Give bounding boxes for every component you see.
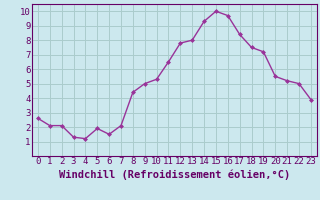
X-axis label: Windchill (Refroidissement éolien,°C): Windchill (Refroidissement éolien,°C)	[59, 169, 290, 180]
